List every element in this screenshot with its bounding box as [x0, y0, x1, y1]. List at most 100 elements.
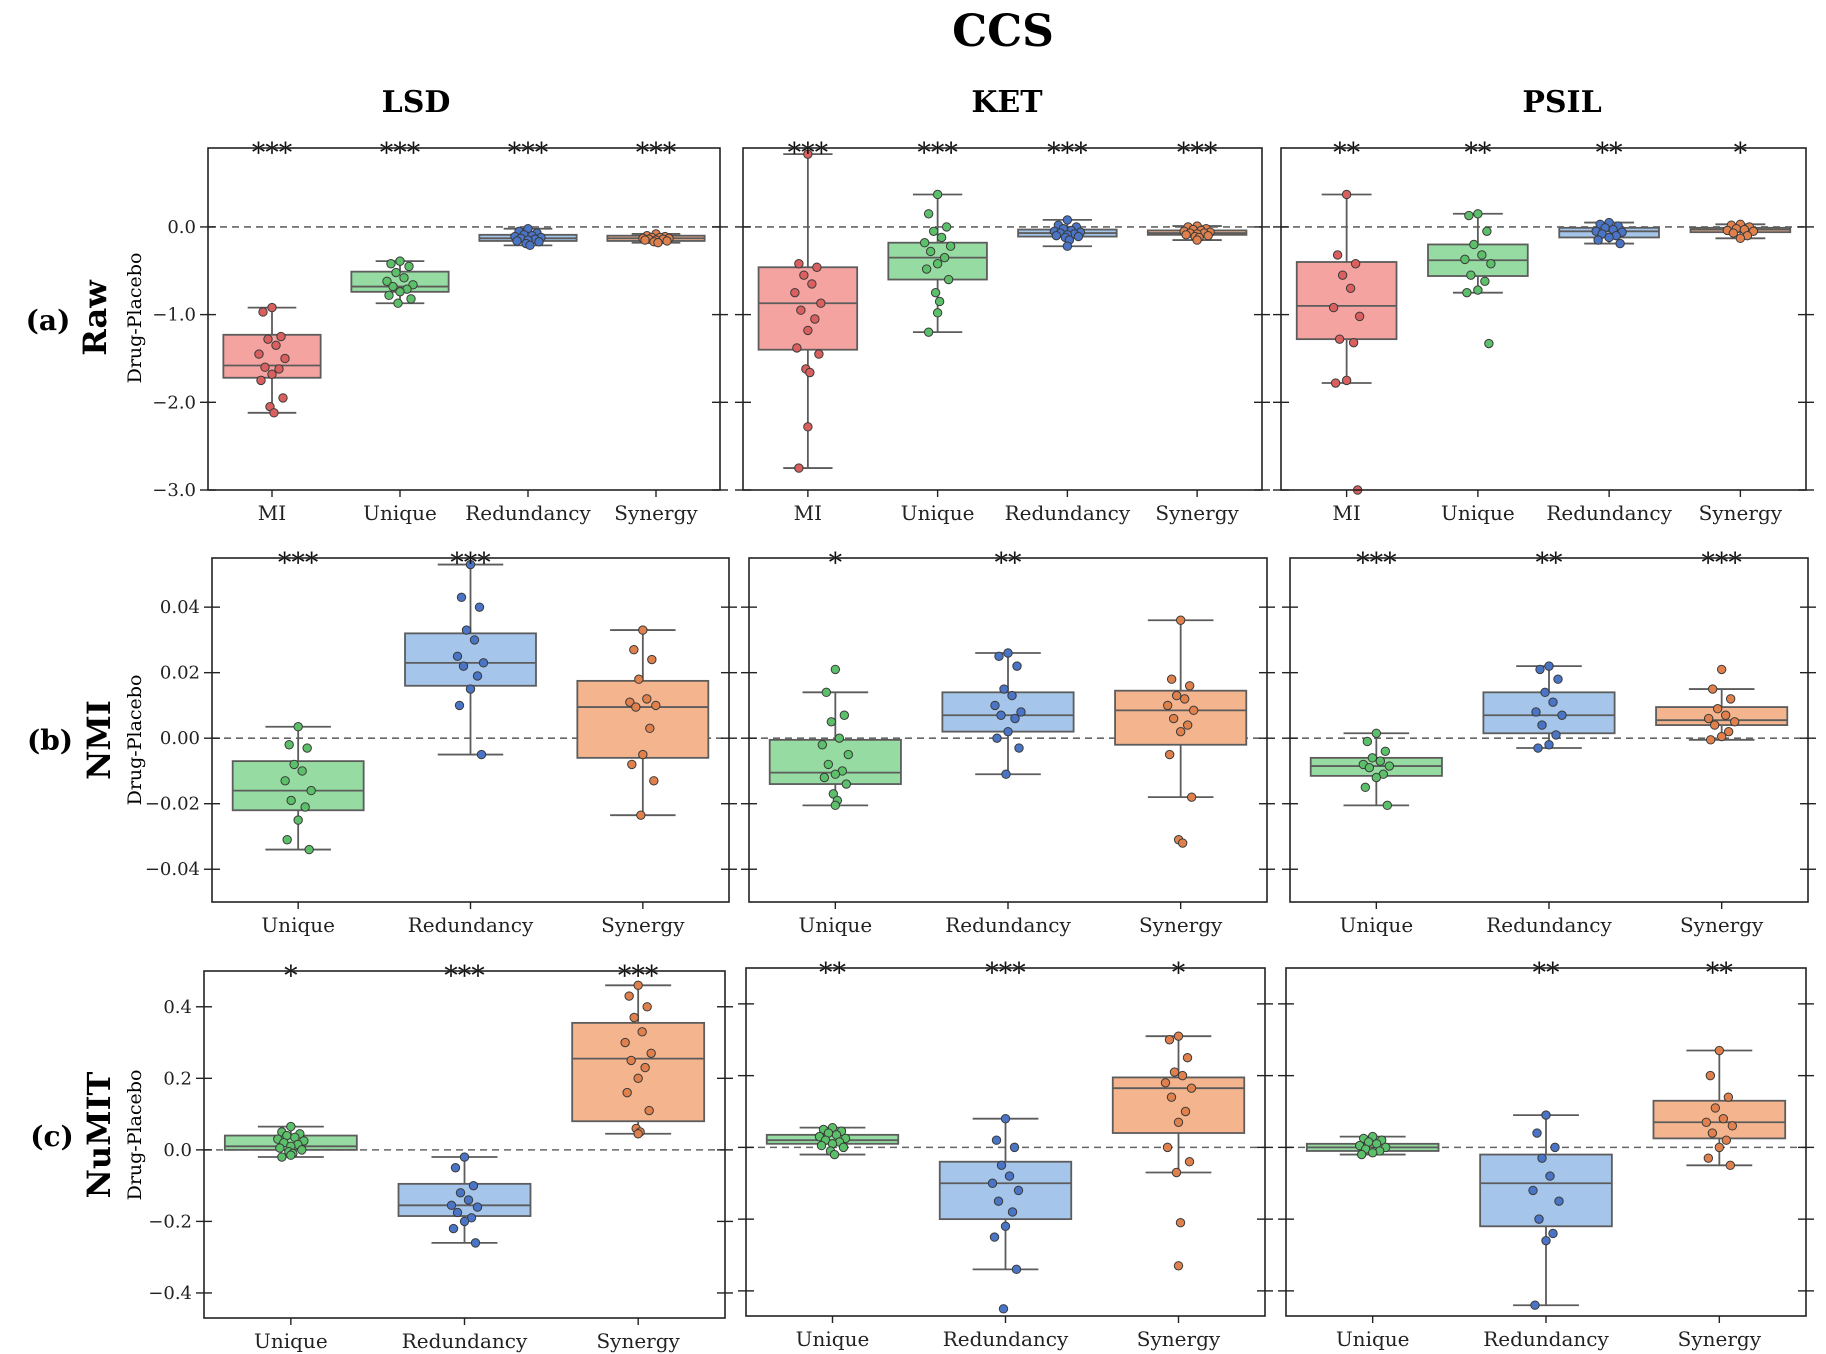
panel-ket-nmi-synergy-point — [1186, 792, 1197, 802]
panel-lsd-numit-synergy-point — [633, 1073, 643, 1084]
panel-psil-nmi-unique-point — [1371, 728, 1382, 738]
panel-ket-nmi-redundancy-point — [1010, 713, 1020, 724]
panel-ket-raw-unique-point — [934, 296, 945, 307]
row-label-numit: NuMIT — [80, 1071, 118, 1198]
panel-psil-nmi-synergy-point — [1712, 704, 1723, 714]
panel-lsd-raw-synergy-box — [606, 229, 706, 248]
panel-ket-nmi-synergy-point — [1182, 720, 1193, 730]
panel-lsd-raw-unique-point — [393, 298, 403, 308]
panel-psil-numit-redundancy-point — [1548, 1228, 1558, 1239]
panel-lsd-nmi-redundancy-significance: *** — [450, 548, 491, 579]
panel-ket-raw-mi-iqr-rect — [757, 266, 859, 351]
panel-lsd-numit-unique-box — [223, 1121, 358, 1162]
panel-lsd-raw-mi-xtick-label: MI — [258, 501, 286, 525]
panel-ket-raw-redundancy-box — [1017, 215, 1118, 251]
panel-ket-nmi-redundancy-xtick-label: Redundancy — [945, 913, 1071, 937]
panel-ket-nmi-unique-box — [768, 664, 902, 811]
panel-ket-numit-synergy-point — [1175, 1218, 1186, 1228]
panel-psil-numit-synergy-point — [1725, 1160, 1736, 1171]
panel-psil-nmi-redundancy-point — [1553, 674, 1563, 684]
panel-psil-raw-mi-point — [1345, 283, 1356, 294]
panel-lsd-numit-ytick-label: 0.4 — [163, 997, 192, 1018]
panel-lsd-numit-unique-point — [275, 1143, 285, 1153]
panel-ket-raw-unique-box — [887, 189, 988, 337]
panel-psil-raw-mi-point — [1341, 375, 1352, 386]
panel-ket-raw-mi-point — [803, 422, 813, 432]
panel-psil-nmi-synergy-significance: *** — [1701, 548, 1742, 579]
panel-ket-raw-unique-point — [945, 241, 956, 251]
panel-lsd-nmi-synergy-point — [647, 654, 657, 665]
panel-lsd-nmi-redundancy-point — [474, 602, 485, 612]
panel-ket-nmi-redundancy-point — [999, 684, 1009, 694]
panel-lsd-nmi-unique-point — [284, 740, 294, 750]
panel-ket-numit-redundancy-point — [989, 1232, 1000, 1242]
panel-ket-nmi-redundancy-point — [1016, 707, 1026, 717]
panel-psil-raw-redundancy-point — [1604, 232, 1614, 243]
panel-lsd-nmi-unique-point — [280, 776, 290, 786]
panel-ket-numit-redundancy-point — [987, 1178, 998, 1188]
panel-ket-numit-synergy-significance: * — [1172, 958, 1186, 989]
panel-psil-numit-redundancy-xtick-label: Redundancy — [1483, 1327, 1609, 1351]
panel-lsd-numit-redundancy-point — [472, 1202, 483, 1212]
panel-psil-nmi-unique-point — [1382, 800, 1393, 811]
panel-ket-numit-redundancy-point — [1013, 1185, 1024, 1196]
panel-lsd-raw-mi-significance: *** — [252, 138, 293, 169]
panel-lsd-nmi-unique-point — [293, 722, 303, 732]
panel-lsd-nmi-ytick-label: −0.04 — [145, 859, 200, 880]
panel-psil-raw-frame — [1280, 147, 1807, 491]
panel-ket-nmi-unique-point — [843, 749, 854, 760]
panel-psil-raw-mi-point — [1354, 311, 1365, 322]
panel-psil-nmi-redundancy-significance: ** — [1536, 548, 1564, 579]
panel-psil-nmi-synergy-point — [1723, 726, 1734, 737]
panel-psil-raw-redundancy-xtick-label: Redundancy — [1546, 501, 1672, 525]
panel-ket-raw-redundancy-significance: *** — [1047, 138, 1088, 169]
panel-ket-raw-mi-point — [810, 314, 820, 324]
panel-lsd-numit-ytick-label: −0.4 — [148, 1283, 192, 1304]
panel-lsd-raw-unique-significance: *** — [380, 138, 421, 169]
panel-psil-nmi-redundancy-point — [1551, 730, 1561, 740]
panel-lsd-raw-redundancy-box — [478, 223, 578, 251]
panel-lsd-nmi-synergy-point — [629, 645, 639, 655]
panel-psil-nmi-unique-point — [1367, 753, 1378, 763]
panel-psil-nmi-unique-significance: *** — [1356, 548, 1397, 579]
panel-lsd-numit-synergy-point — [620, 1037, 630, 1048]
panel-ket-numit-redundancy-iqr-rect — [938, 1160, 1073, 1221]
panel-psil-nmi-redundancy-point — [1537, 720, 1547, 730]
panel-lsd-numit-synergy-iqr-rect — [571, 1021, 706, 1123]
panel-psil-raw-synergy-significance: * — [1734, 138, 1748, 169]
panel-ket-raw-redundancy-xtick-label: Redundancy — [1005, 501, 1131, 525]
panel-lsd-raw-unique-point — [391, 267, 401, 278]
panel-ket-raw-redundancy-point — [1062, 241, 1073, 251]
panel-psil-numit-synergy-point — [1701, 1117, 1712, 1127]
panel-lsd-raw-redundancy-point — [534, 237, 544, 247]
panel-ket-numit-synergy-xtick-label: Synergy — [1137, 1327, 1221, 1351]
panel-psil-numit-redundancy-point — [1530, 1300, 1540, 1310]
panel-psil-raw-unique-point — [1460, 254, 1470, 265]
panel-psil-nmi-unique-point — [1371, 772, 1382, 783]
panel-ket-nmi-redundancy-point — [996, 710, 1006, 720]
panel-lsd-raw-mi-point — [267, 369, 277, 379]
panel-ket-numit-synergy-point — [1173, 1031, 1184, 1041]
panel-ket-numit-redundancy-point — [1011, 1264, 1022, 1275]
panel-ket-nmi-synergy-point — [1175, 615, 1186, 625]
panel-lsd-numit-ytick-label: −0.2 — [148, 1211, 192, 1232]
panel-lsd-nmi-unique-significance: *** — [278, 548, 319, 579]
panel-ket-nmi-redundancy-iqr-rect — [941, 691, 1075, 733]
panel-lsd-numit-redundancy-point — [468, 1180, 479, 1191]
panel-lsd-numit-synergy-point — [633, 1129, 643, 1139]
panel-lsd-raw-mi-point — [276, 331, 286, 342]
panel-psil-raw-unique-significance: ** — [1464, 138, 1492, 169]
panel-lsd-nmi-unique-point — [286, 795, 296, 806]
panel-ket-raw-mi-point — [792, 343, 802, 353]
panel-lsd-raw-unique-point — [388, 281, 398, 292]
panel-ket-numit-unique-box — [765, 1122, 900, 1160]
panel-lsd-raw-unique-point — [399, 273, 409, 283]
panel-ket-raw-mi-point — [812, 262, 822, 272]
panel-ket-raw-unique-point — [936, 232, 947, 243]
panel-lsd-numit-redundancy-xtick-label: Redundancy — [402, 1329, 528, 1353]
panel-ket-nmi-redundancy-box — [941, 648, 1075, 779]
panel-lsd-numit-redundancy-point — [446, 1200, 457, 1211]
panel-lsd-raw-mi-point — [254, 349, 264, 359]
panel-lsd-raw-synergy-point — [640, 235, 650, 245]
panel-ket-numit-redundancy-point — [998, 1304, 1009, 1314]
